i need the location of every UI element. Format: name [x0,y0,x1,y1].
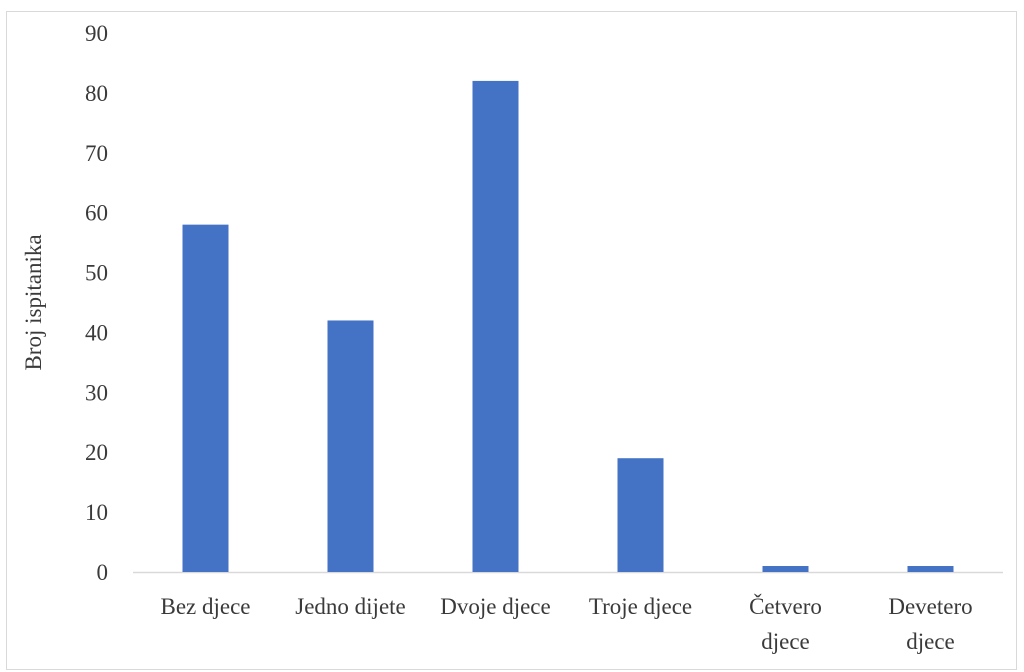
y-tick-label: 50 [85,261,108,286]
x-category-label: Bez djece [160,594,250,619]
y-axis-ticks: 0 10 20 30 40 50 60 70 80 90 [85,21,108,585]
y-tick-label: 10 [85,500,108,525]
x-category-label: Jedno dijete [295,594,406,619]
x-axis-categories: Bez djece Jedno dijete Dvoje djece Troje dj… [160,593,972,654]
x-category-label: Četvero [749,593,822,619]
x-category-label: djece [906,629,955,654]
y-axis-title: Broj ispitanika [21,234,46,370]
y-tick-label: 30 [85,380,108,405]
x-category-label: Devetero [888,594,972,619]
y-tick-label: 0 [97,560,109,585]
bars [182,80,954,573]
y-tick-label: 40 [85,320,108,345]
bar [617,458,664,572]
y-tick-label: 80 [85,81,108,106]
y-tick-label: 70 [85,141,108,166]
x-category-label: Dvoje djece [440,594,550,619]
bar [907,566,954,572]
y-tick-label: 90 [85,21,108,46]
y-tick-label: 20 [85,440,108,465]
y-tick-label: 60 [85,201,108,226]
x-category-label: Troje djece [589,594,692,619]
bar [472,80,519,573]
x-category-label: djece [761,629,810,654]
bar [762,566,809,572]
bar [327,320,374,572]
bar [182,224,229,572]
